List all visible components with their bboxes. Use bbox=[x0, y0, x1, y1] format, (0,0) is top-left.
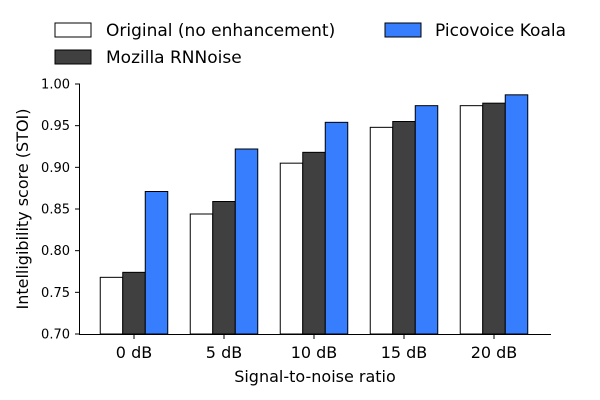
y-tick-label: 0.70 bbox=[41, 328, 70, 343]
x-tick-label: 10 dB bbox=[291, 343, 338, 362]
x-tick-label: 15 dB bbox=[381, 343, 428, 362]
bar-koala-4 bbox=[504, 94, 529, 335]
bar-rnnoise-3 bbox=[392, 121, 416, 335]
bar-original-1 bbox=[189, 213, 214, 335]
legend-swatch-koala bbox=[384, 22, 422, 38]
bar-koala-1 bbox=[234, 148, 259, 335]
x-tick-label: 20 dB bbox=[471, 343, 518, 362]
bar-original-4 bbox=[459, 105, 484, 335]
x-axis-ticks: 0 dB 5 dB 10 dB 15 dB 20 dB bbox=[116, 334, 517, 362]
legend-label-koala: Picovoice Koala bbox=[435, 21, 566, 41]
legend-swatch-rnnoise bbox=[54, 49, 92, 65]
bar-original-3 bbox=[369, 126, 394, 335]
x-tick-label: 0 dB bbox=[116, 343, 152, 362]
y-tick-label: 0.75 bbox=[41, 286, 70, 301]
y-axis-title: Intelligibility score (STOI) bbox=[13, 108, 32, 309]
y-tick-label: 0.80 bbox=[41, 244, 70, 259]
y-tick-label: 0.85 bbox=[41, 203, 70, 218]
bars bbox=[99, 94, 529, 335]
bar-koala-3 bbox=[414, 105, 439, 335]
legend-label-original: Original (no enhancement) bbox=[106, 21, 335, 41]
y-tick-label: 0.90 bbox=[41, 161, 70, 176]
legend: Original (no enhancement) Mozilla RNNois… bbox=[54, 21, 566, 68]
bar-original-2 bbox=[279, 162, 304, 335]
bar-koala-2 bbox=[324, 121, 349, 335]
bar-koala-0 bbox=[144, 191, 169, 335]
bar-original-0 bbox=[99, 276, 124, 335]
y-axis-ticks: 0.70 0.75 0.80 0.85 0.90 0.95 1.00 bbox=[41, 78, 80, 343]
bar-rnnoise-0 bbox=[122, 271, 146, 335]
y-tick-label: 0.95 bbox=[41, 119, 70, 134]
bar-rnnoise-4 bbox=[482, 102, 506, 335]
bar-rnnoise-2 bbox=[302, 151, 326, 335]
x-tick-label: 5 dB bbox=[206, 343, 242, 362]
x-axis-title: Signal-to-noise ratio bbox=[234, 367, 396, 386]
bar-rnnoise-1 bbox=[212, 201, 236, 335]
legend-label-rnnoise: Mozilla RNNoise bbox=[106, 48, 242, 68]
legend-swatch-original bbox=[54, 22, 92, 38]
y-tick-label: 1.00 bbox=[41, 78, 70, 93]
